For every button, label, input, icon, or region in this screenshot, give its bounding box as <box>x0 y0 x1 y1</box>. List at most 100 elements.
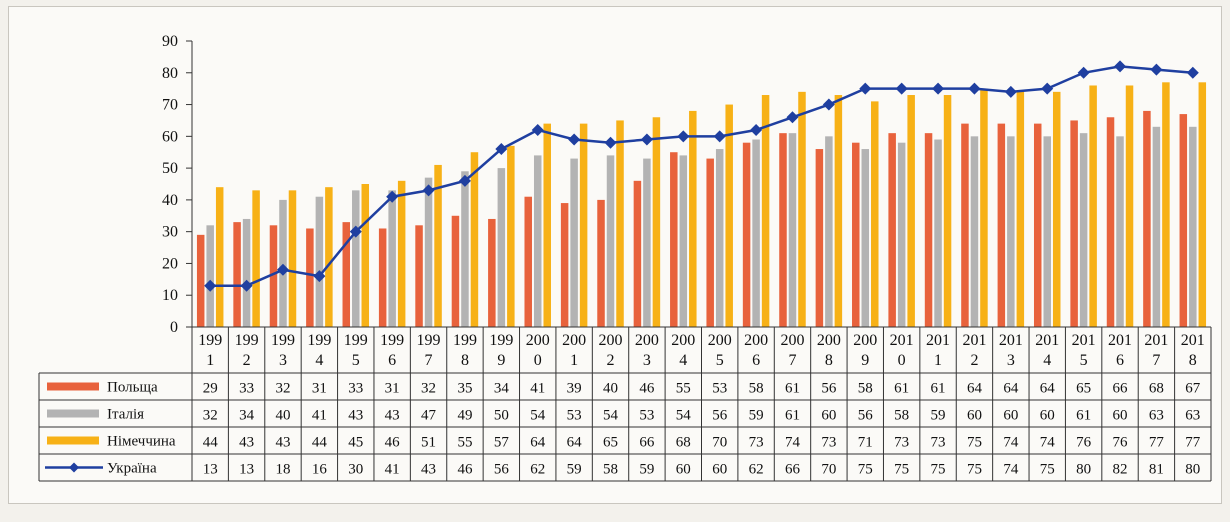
bar-Польща-1998 <box>451 215 460 327</box>
bar-Польща-2008 <box>815 149 824 327</box>
table-cell-Україна-2015: 80 <box>1076 462 1091 478</box>
legend-label-Італія: Італія <box>107 407 144 423</box>
point-Україна-2016 <box>1114 60 1127 73</box>
table-cell-Італія-2011: 59 <box>931 408 946 424</box>
year-label-bottom: 4 <box>679 352 687 369</box>
bar-Польща-2014 <box>1033 123 1042 327</box>
year-label-bottom: 2 <box>607 352 615 369</box>
bar-Німеччина-2009 <box>871 101 879 327</box>
table-cell-Німеччина-2004: 68 <box>676 435 691 451</box>
y-tick-label: 70 <box>162 97 178 114</box>
bar-Польща-1993 <box>269 225 278 327</box>
table-cell-Польща-1996: 31 <box>385 381 400 397</box>
table-cell-Італія-1999: 50 <box>494 408 509 424</box>
table-cell-Німеччина-2015: 76 <box>1076 435 1092 451</box>
year-label-top: 200 <box>562 332 586 349</box>
table-cell-Німеччина-2013: 74 <box>1003 435 1019 451</box>
year-label-top: 201 <box>1035 332 1059 349</box>
table-cell-Польща-2007: 61 <box>785 381 800 397</box>
year-label-top: 199 <box>344 332 368 349</box>
year-label-bottom: 5 <box>352 352 360 369</box>
year-label-bottom: 6 <box>752 352 760 369</box>
year-label-top: 199 <box>235 332 259 349</box>
bar-Польща-1995 <box>342 222 351 327</box>
table-cell-Німеччина-1995: 45 <box>348 435 363 451</box>
bar-Німеччина-2013 <box>1016 91 1025 327</box>
y-tick-label: 60 <box>162 128 178 145</box>
bar-Польща-1999 <box>488 218 496 327</box>
table-cell-Польща-1992: 33 <box>239 381 254 397</box>
table-cell-Польща-1999: 34 <box>494 381 510 397</box>
year-label-top: 199 <box>417 332 441 349</box>
y-tick-label: 30 <box>162 224 178 241</box>
bar-Польща-2004 <box>670 152 678 327</box>
table-cell-Німеччина-2018: 77 <box>1185 435 1201 451</box>
bar-Німеччина-1992 <box>252 190 260 327</box>
table-cell-Польща-2014: 64 <box>1040 381 1056 397</box>
bar-Італія-2004 <box>679 155 688 327</box>
table-cell-Німеччина-2006: 73 <box>749 435 764 451</box>
point-Україна-1998 <box>458 174 471 187</box>
point-Україна-1993 <box>276 263 289 276</box>
table-cell-Польща-2009: 58 <box>858 381 873 397</box>
bar-Італія-2013 <box>1007 136 1015 327</box>
table-cell-Німеччина-1991: 44 <box>203 435 219 451</box>
year-label-top: 200 <box>744 332 768 349</box>
bar-Італія-2010 <box>897 142 906 327</box>
bar-Італія-2017 <box>1152 126 1161 327</box>
bar-Німеччина-2016 <box>1125 85 1134 327</box>
year-label-bottom: 8 <box>825 352 833 369</box>
bar-Італія-2002 <box>606 155 615 327</box>
table-cell-Україна-1996: 41 <box>385 462 400 478</box>
point-Україна-2004 <box>677 130 690 143</box>
year-label-top: 201 <box>1144 332 1168 349</box>
bar-Польща-1997 <box>415 225 423 327</box>
bar-Польща-2002 <box>597 199 605 327</box>
table-cell-Україна-1999: 56 <box>494 462 510 478</box>
year-label-top: 200 <box>526 332 550 349</box>
table-cell-Італія-1992: 34 <box>239 408 255 424</box>
bar-Італія-2011 <box>934 139 942 327</box>
legend-marker-Україна <box>69 462 79 473</box>
table-cell-Італія-2014: 60 <box>1040 408 1055 424</box>
year-label-top: 199 <box>489 332 513 349</box>
year-label-top: 200 <box>635 332 659 349</box>
year-label-top: 200 <box>599 332 623 349</box>
bar-Польща-2003 <box>633 180 642 327</box>
table-cell-Німеччина-2007: 74 <box>785 435 801 451</box>
table-cell-Україна-1997: 43 <box>421 462 436 478</box>
year-label-top: 200 <box>853 332 877 349</box>
table-cell-Україна-2008: 70 <box>821 462 836 478</box>
table-cell-Німеччина-2002: 65 <box>603 435 618 451</box>
legend-key-Польща <box>47 382 99 391</box>
point-Україна-2000 <box>531 123 544 136</box>
year-label-top: 199 <box>307 332 331 349</box>
year-label-top: 200 <box>817 332 841 349</box>
bar-Німеччина-2006 <box>761 95 770 328</box>
legend-label-Німеччина: Німеччина <box>107 434 176 450</box>
bar-Німеччина-2004 <box>689 110 697 328</box>
year-label-bottom: 3 <box>643 352 651 369</box>
year-label-bottom: 7 <box>425 352 433 369</box>
table-cell-Німеччина-1999: 57 <box>494 435 510 451</box>
point-Україна-1996 <box>386 190 399 203</box>
bar-Німеччина-1998 <box>470 152 479 327</box>
table-cell-Німеччина-2000: 64 <box>530 435 546 451</box>
table-cell-Італія-2015: 61 <box>1076 408 1091 424</box>
table-cell-Німеччина-2016: 76 <box>1113 435 1129 451</box>
y-tick-label: 50 <box>162 160 178 177</box>
bar-Італія-1991 <box>206 225 214 327</box>
y-tick-label: 0 <box>170 319 178 336</box>
table-cell-Італія-1997: 47 <box>421 408 437 424</box>
table-cell-Польща-2002: 40 <box>603 381 618 397</box>
bar-Польща-2011 <box>924 133 933 327</box>
table-cell-Німеччина-1993: 43 <box>275 435 290 451</box>
year-label-top: 201 <box>962 332 986 349</box>
table-cell-Україна-2009: 75 <box>858 462 873 478</box>
y-tick-label: 10 <box>162 287 178 304</box>
table-cell-Україна-2004: 60 <box>676 462 691 478</box>
bar-Німеччина-2007 <box>798 91 806 327</box>
year-label-bottom: 9 <box>861 352 869 369</box>
table-cell-Італія-2005: 56 <box>712 408 728 424</box>
bar-Німеччина-2014 <box>1052 91 1061 327</box>
